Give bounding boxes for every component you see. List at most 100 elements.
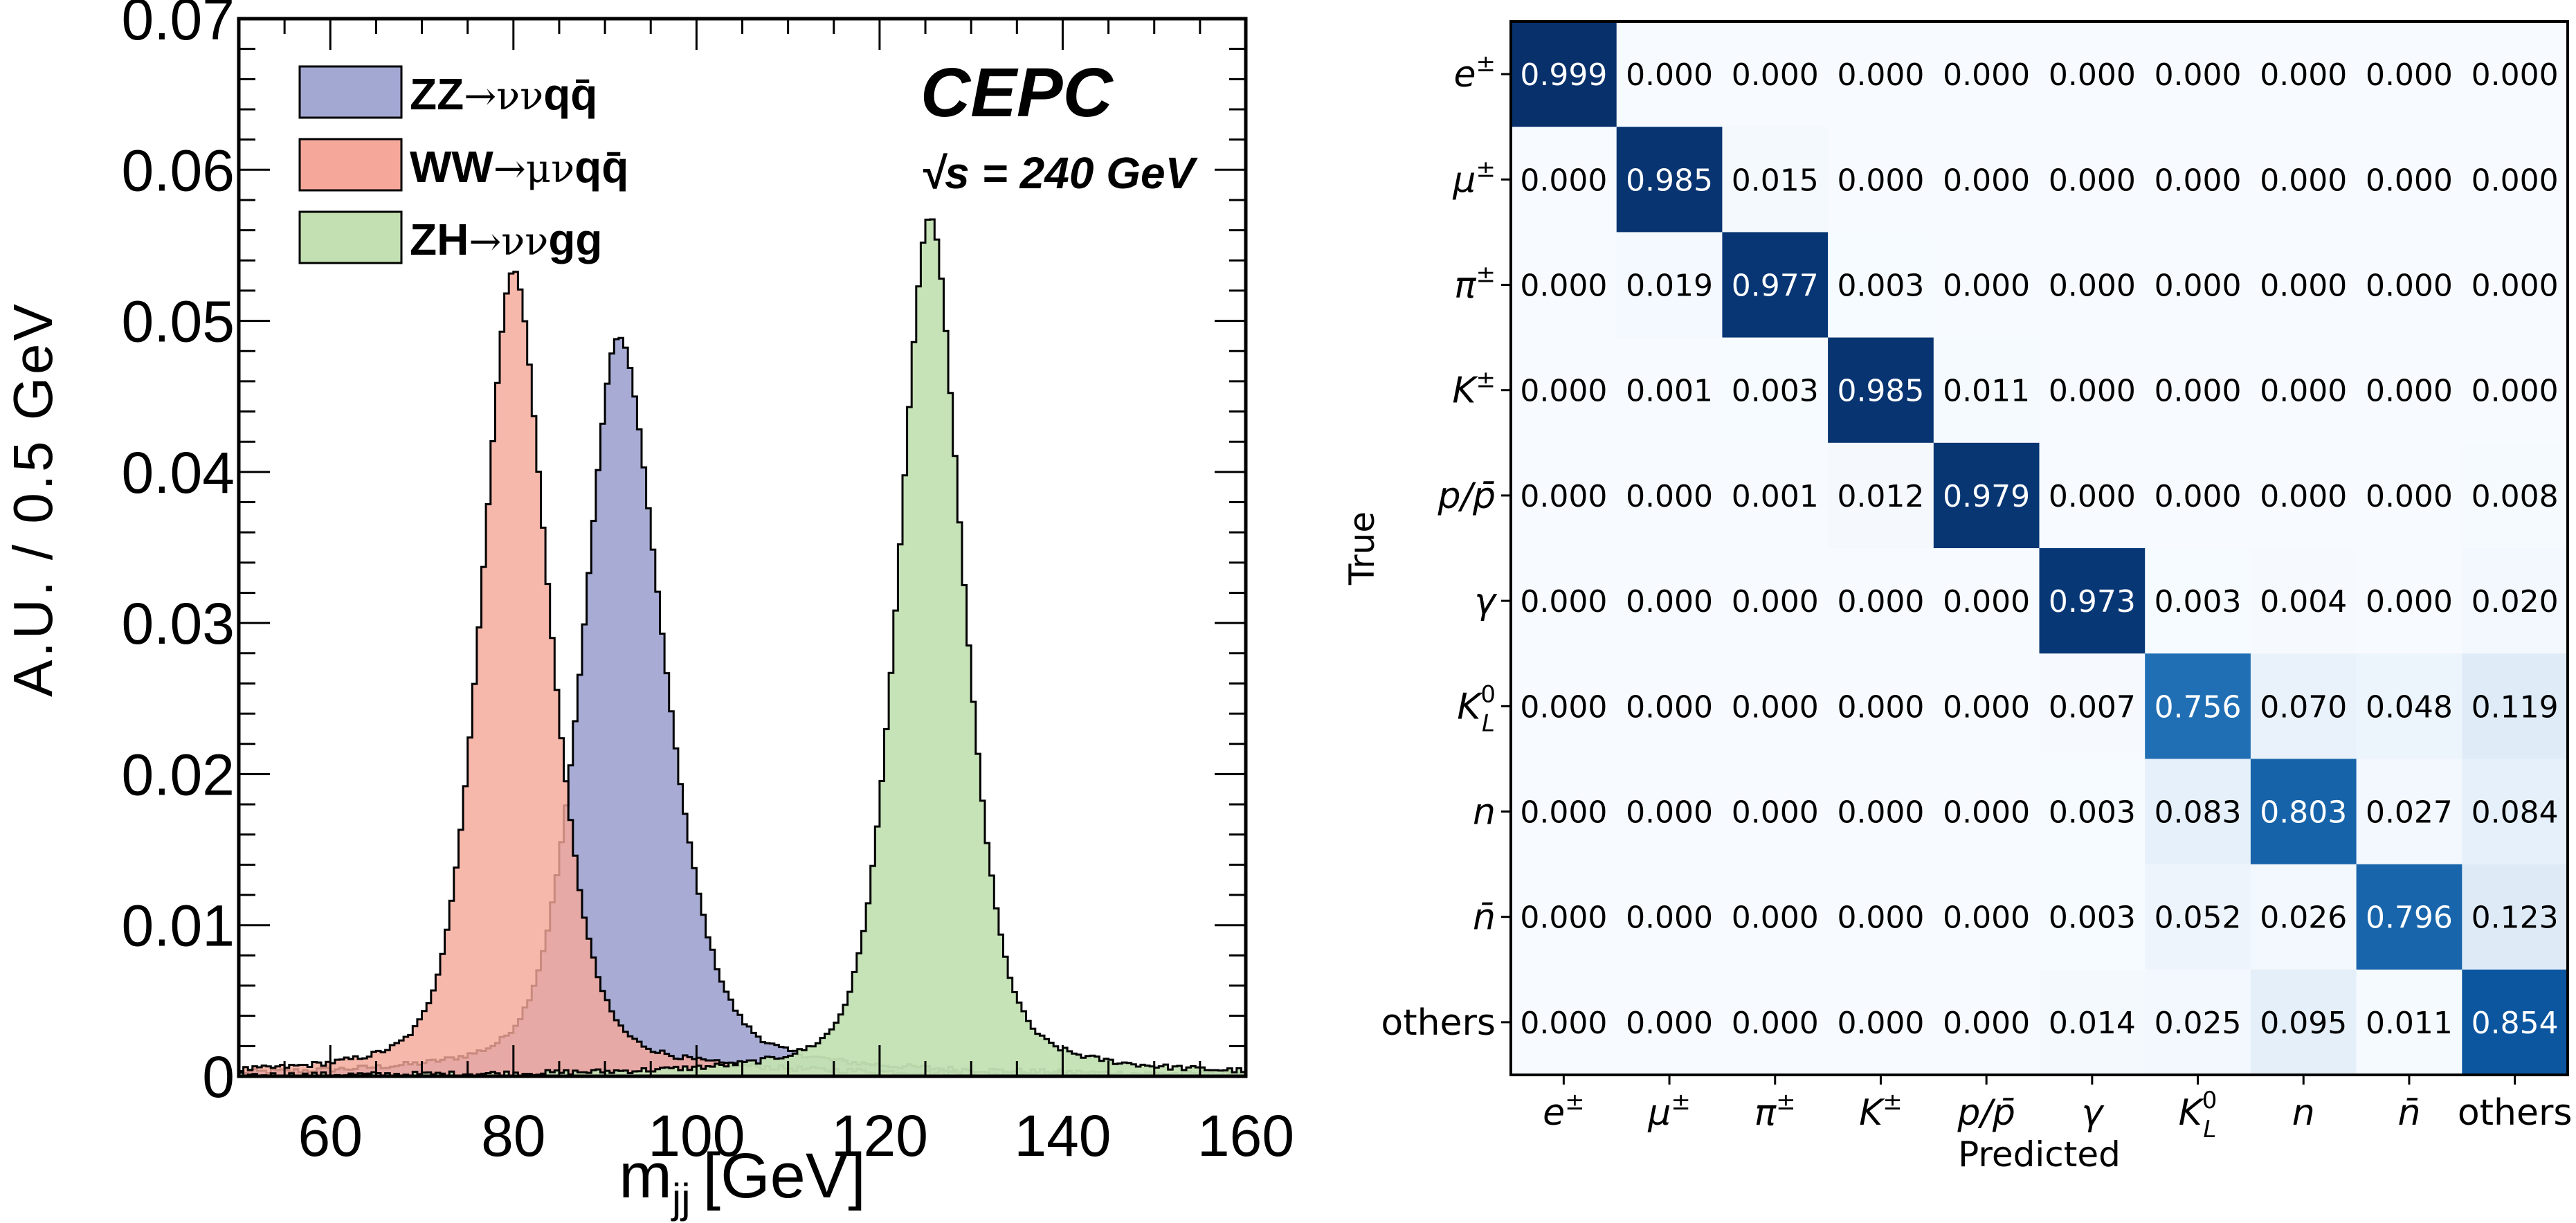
matrix-cell [2039,337,2146,444]
matrix-cell [1722,21,1829,127]
x-axis-label-main: m [619,1141,672,1211]
matrix-cell-value: 0.000 [1520,689,1607,725]
matrix-cell-value: 0.000 [2049,374,2136,409]
matrix-cell [2145,232,2251,338]
matrix-cell [1616,232,1723,338]
matrix-cell [1933,548,2040,654]
matrix-cell [2462,653,2568,759]
matrix-cell-value: 0.119 [2471,689,2559,725]
label-part: ± [1476,261,1496,289]
matrix-cell-value: 0.000 [1837,1006,1924,1041]
matrix-cell-value: 0.000 [1837,689,1924,725]
matrix-cell [2039,127,2146,233]
matrix-cell-value: 0.000 [1943,57,2030,93]
matrix-cell-value: 0.095 [2260,1006,2347,1041]
matrix-cell [2250,337,2357,444]
label-part: 0 [2202,1087,2217,1114]
matrix-cell [1828,442,1934,549]
x-tick-label: 160 [1197,1103,1294,1168]
x-tick-label: 140 [1014,1103,1111,1168]
matrix-cell [1722,653,1829,759]
matrix-cell-value: 0.000 [1732,584,1819,619]
matrix-cell-value: 0.000 [1837,163,1924,198]
matrix-cell-value: 0.973 [2049,584,2136,619]
matrix-cell-value: 0.000 [1520,584,1607,619]
matrix-cell-value: 0.000 [2155,479,2242,514]
label-part: π [1754,1092,1777,1134]
matrix-cell-value: 0.000 [1732,57,1819,93]
matrix-cell-value: 0.000 [1520,269,1607,304]
label-part: n [2292,1092,2315,1134]
matrix-cell [2462,127,2568,233]
matrix-cell-value: 0.000 [2260,374,2347,409]
matrix-cell-value: 0.000 [1520,374,1607,409]
histogram-ticks [239,17,1246,1078]
row-label: others [1381,1002,1496,1044]
matrix-cell-value: 0.000 [2155,269,2242,304]
matrix-cell [2145,548,2251,654]
confusion-matrix-y-axis-label: True [1342,511,1382,586]
matrix-cell-value: 0.000 [1837,900,1924,936]
matrix-cell-value: 0.000 [2155,163,2242,198]
matrix-cell [2356,442,2462,549]
matrix-cell [1933,127,2040,233]
y-tick-label: 0.04 [122,440,235,505]
label-part: ± [1565,1088,1585,1116]
matrix-cell [1933,232,2040,338]
x-tick-label: 100 [648,1103,745,1168]
col-label: π± [1754,1088,1796,1134]
matrix-cell-value: 0.000 [2049,163,2136,198]
matrix-cell-value: 0.003 [2155,584,2242,619]
matrix-cell-value: 0.000 [1943,689,2030,725]
matrix-cell-value: 0.000 [1732,900,1819,936]
col-label: γ [2081,1092,2105,1134]
matrix-cell-value: 0.803 [2260,795,2347,831]
matrix-cell-value: 0.000 [2471,57,2559,93]
legend-label-main: ZZ [410,69,464,119]
matrix-cell-value: 0.999 [1520,57,1607,93]
matrix-cell [2039,759,2146,865]
matrix-cell [1933,442,2040,549]
matrix-cell [2250,442,2357,549]
matrix-cell [2356,337,2462,444]
label-part: p/p̄ [1957,1092,2015,1134]
matrix-cell [2462,442,2568,549]
matrix-cell [1511,548,1617,654]
legend-swatch [298,65,403,119]
matrix-cell [2145,21,2251,127]
matrix-cell [1828,548,1934,654]
matrix-cell [2250,127,2357,233]
x-tick-label: 80 [481,1103,545,1168]
matrix-cell-value: 0.000 [2049,479,2136,514]
matrix-cell-value: 0.000 [2366,374,2453,409]
matrix-cell [1828,232,1934,338]
matrix-cell [1722,548,1829,654]
matrix-cell [1616,21,1723,127]
legend-label: WW→μνqq̄ [410,142,628,192]
matrix-cell-value: 0.000 [1626,1006,1713,1041]
label-part: π [1454,265,1476,307]
matrix-cell-value: 0.015 [1732,163,1819,198]
matrix-cell-value: 0.026 [2260,900,2347,936]
matrix-cell [2356,127,2462,233]
matrix-cell-value: 0.000 [2049,269,2136,304]
label-part: n̄ [2397,1092,2420,1134]
matrix-cell [1616,127,1723,233]
matrix-cell [1828,864,1934,970]
y-tick-label: 0.03 [122,591,235,656]
label-part: K [1457,686,1483,727]
matrix-cell [2250,864,2357,970]
matrix-cell-value: 0.000 [2260,57,2347,93]
matrix-cell-value: 0.070 [2260,689,2347,725]
legend-label-tail: gg [548,215,602,264]
matrix-cell [1722,232,1829,338]
matrix-cell-value: 0.011 [2366,1006,2453,1041]
y-tick-label: 0.02 [122,742,235,807]
label-part: K [1452,370,1478,412]
col-label: K0 L [2179,1087,2217,1143]
confusion-matrix-panel: 0.999 0.000 0.000 0.000 0.000 0.000 0.000 0.000… [1342,20,2572,1175]
label-part: others [1381,1002,1496,1044]
matrix-cell-value: 0.000 [2471,269,2559,304]
matrix-cell [2462,232,2568,338]
